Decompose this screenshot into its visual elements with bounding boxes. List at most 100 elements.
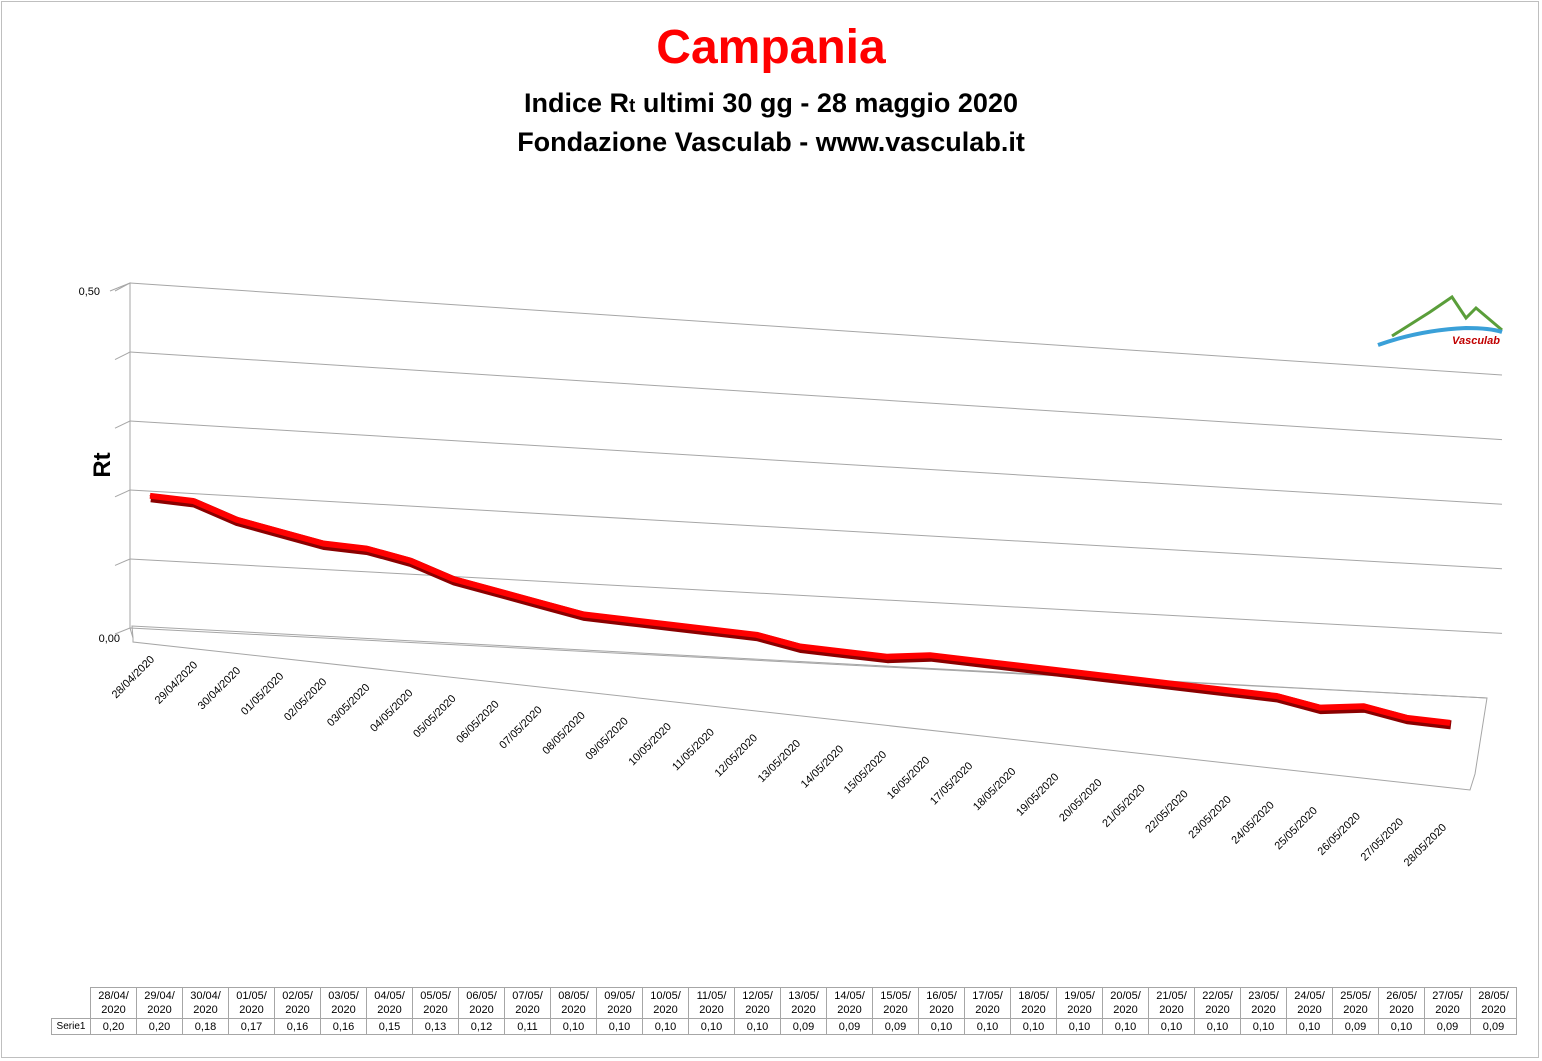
x-tick-label: 04/05/2020 (368, 687, 415, 734)
series-point (886, 656, 888, 658)
chart-subtitle: Indice Rt ultimi 30 gg - 28 maggio 2020 (0, 85, 1542, 125)
floor-plane (131, 625, 1488, 791)
x-tick-label: 07/05/2020 (497, 704, 544, 751)
data-table-header-cell: 13/05/ 2020 (780, 987, 827, 1019)
data-table-value-cell: 0,15 (366, 1018, 413, 1035)
gridline (129, 558, 1503, 634)
y-tick-mark (114, 282, 131, 292)
x-tick-label: 06/05/2020 (454, 698, 501, 745)
data-table-value-cell: 0,17 (228, 1018, 275, 1035)
data-table-value-cell: 0,13 (412, 1018, 459, 1035)
data-table-header-cell: 25/05/ 2020 (1332, 987, 1379, 1019)
series-point (149, 495, 151, 497)
data-table-value-cell: 0,09 (780, 1018, 827, 1035)
chart-source: Fondazione Vasculab - www.vasculab.it (517, 127, 1025, 157)
series-point (799, 646, 801, 648)
data-table-value-cell: 0,20 (136, 1018, 183, 1035)
data-table-header-cell: 14/05/ 2020 (826, 987, 873, 1019)
series-point (539, 602, 541, 604)
gridline (129, 420, 1503, 505)
x-tick-label: 20/05/2020 (1057, 777, 1104, 824)
series-point (929, 654, 931, 656)
logo-wave-icon (1377, 325, 1503, 347)
data-table-header-cell: 24/05/ 2020 (1286, 987, 1333, 1019)
data-table-value-cell: 0,16 (274, 1018, 321, 1035)
data-table-value-cell: 0,11 (504, 1018, 551, 1035)
data-table-value-cell: 0,10 (642, 1018, 689, 1035)
data-table-header-cell: 22/05/ 2020 (1194, 987, 1241, 1019)
x-tick-label: 08/05/2020 (540, 710, 587, 757)
series-point (279, 531, 281, 533)
x-tick-label: 16/05/2020 (885, 754, 932, 801)
grid-lines (114, 282, 1503, 699)
data-table-value-cell: 0,10 (1056, 1018, 1103, 1035)
chart-title: Campania (656, 21, 886, 74)
y-tick-mark (114, 558, 131, 566)
x-tick-label: 19/05/2020 (1014, 771, 1061, 818)
y-tick-mark (114, 420, 131, 429)
data-table-value-cell: 0,09 (872, 1018, 919, 1035)
y-tick-mark (114, 351, 131, 361)
y-tick-label: 0,00 (99, 633, 120, 645)
data-table-header-cell: 20/05/ 2020 (1102, 987, 1149, 1019)
x-tick-label: 18/05/2020 (971, 766, 1018, 813)
data-table-header-cell: 23/05/ 2020 (1240, 987, 1287, 1019)
series-point (842, 651, 844, 653)
x-tick-label: 22/05/2020 (1143, 788, 1190, 835)
x-tick-label: 09/05/2020 (583, 715, 630, 762)
data-table-header-cell: 29/04/ 2020 (136, 987, 183, 1019)
data-table: 28/04/ 2020 29/04/ 2020 30/04/ 2020 01/05/ … (51, 987, 1517, 1035)
x-tick-label: 03/05/2020 (325, 682, 372, 729)
x-tick-label: 15/05/2020 (842, 749, 889, 796)
series-point (192, 500, 194, 502)
data-table-value-cell: 0,10 (1240, 1018, 1287, 1035)
data-table-value-cell: 0,10 (1378, 1018, 1425, 1035)
series-point (1319, 707, 1321, 709)
data-table-header-cell: 15/05/ 2020 (872, 987, 919, 1019)
series-point (1059, 670, 1061, 671)
data-table-corner (52, 988, 91, 1019)
x-tick-label: 21/05/2020 (1100, 782, 1147, 829)
gridline (129, 282, 1503, 376)
y-tick-mark (114, 627, 131, 635)
x-tick-label: 28/04/2020 (110, 654, 157, 701)
series-point (1362, 705, 1364, 707)
series-point (1102, 675, 1104, 677)
series-point (712, 629, 714, 631)
data-table-header-cell: 08/05/ 2020 (550, 987, 597, 1019)
x-tick-label: 30/04/2020 (196, 665, 243, 712)
data-table-header-cell: 05/05/ 2020 (412, 987, 459, 1019)
data-table-header-cell: 17/05/ 2020 (964, 987, 1011, 1019)
chart-walls (109, 282, 1488, 791)
series-point (1406, 717, 1408, 719)
y-tick-labels: 0,50 0,00 (79, 286, 120, 645)
series-point (582, 613, 584, 615)
x-tick-label: 17/05/2020 (928, 760, 975, 807)
data-table-value-cell: 0,09 (1332, 1018, 1379, 1035)
y-tick-label: 0,50 (79, 286, 100, 298)
data-table-value-cell: 0,10 (596, 1018, 643, 1035)
data-table-value-cell: 0,10 (1102, 1018, 1149, 1035)
data-table-header-cell: 19/05/ 2020 (1056, 987, 1103, 1019)
data-table-header-cell: 12/05/ 2020 (734, 987, 781, 1019)
data-table-header-cell: 11/05/ 2020 (688, 987, 735, 1019)
data-table-value-cell: 0,10 (1286, 1018, 1333, 1035)
x-tick-label: 27/05/2020 (1359, 816, 1406, 863)
data-table-header-cell: 27/05/ 2020 (1424, 987, 1471, 1019)
x-tick-label: 14/05/2020 (799, 743, 846, 790)
series-point (1449, 722, 1451, 724)
x-tick-label: 26/05/2020 (1316, 810, 1363, 857)
data-table-value-cell: 0,12 (458, 1018, 505, 1035)
series-point (1146, 680, 1148, 682)
data-table-header-cell: 16/05/ 2020 (918, 987, 965, 1019)
x-tick-label: 28/05/2020 (1402, 822, 1449, 869)
subtitle-subscript: t (629, 96, 636, 117)
data-table-value-cell: 0,10 (918, 1018, 965, 1035)
data-table-header-cell: 10/05/ 2020 (642, 987, 689, 1019)
data-table-header-cell: 26/05/ 2020 (1378, 987, 1425, 1019)
series-point (1016, 664, 1018, 666)
data-table-header-row: 28/04/ 2020 29/04/ 2020 30/04/ 2020 01/05/ … (52, 987, 1517, 1019)
data-table-value-cell: 0,09 (1470, 1018, 1517, 1035)
